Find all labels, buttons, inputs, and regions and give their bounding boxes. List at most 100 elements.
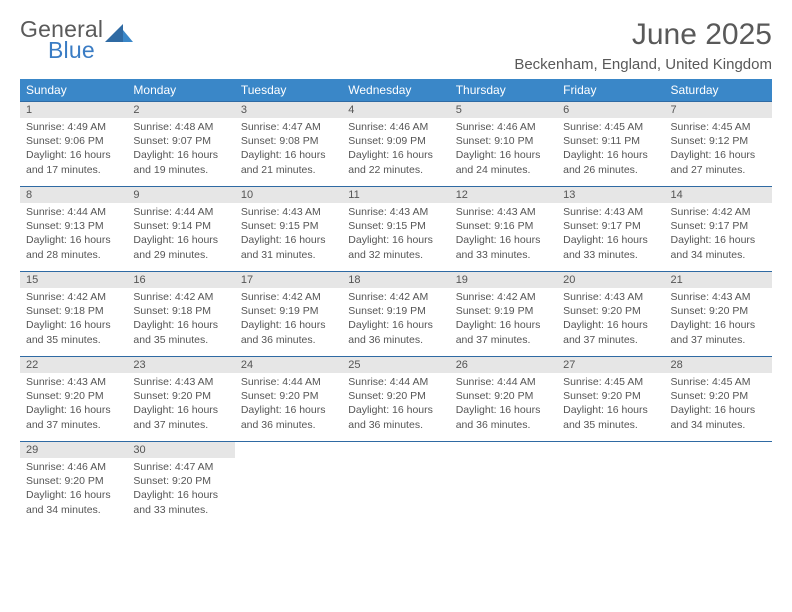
day-details: Sunrise: 4:48 AMSunset: 9:07 PMDaylight:… [127,118,234,183]
day-number: 9 [127,187,234,203]
calendar-day: 29Sunrise: 4:46 AMSunset: 9:20 PMDayligh… [20,442,127,526]
page-subtitle: Beckenham, England, United Kingdom [514,56,772,73]
calendar-day [450,442,557,526]
calendar-week: 29Sunrise: 4:46 AMSunset: 9:20 PMDayligh… [20,441,772,526]
logo-word-blue: Blue [20,39,103,62]
calendar-week: 8Sunrise: 4:44 AMSunset: 9:13 PMDaylight… [20,186,772,271]
calendar-week: 22Sunrise: 4:43 AMSunset: 9:20 PMDayligh… [20,356,772,441]
day-details: Sunrise: 4:46 AMSunset: 9:09 PMDaylight:… [342,118,449,183]
day-number: 5 [450,102,557,118]
day-details: Sunrise: 4:47 AMSunset: 9:20 PMDaylight:… [127,458,234,523]
page-title: June 2025 [514,18,772,52]
weekday-header: Friday [557,79,664,101]
day-number: 17 [235,272,342,288]
logo: General Blue [20,18,133,62]
day-details: Sunrise: 4:44 AMSunset: 9:14 PMDaylight:… [127,203,234,268]
weekday-header: Wednesday [342,79,449,101]
calendar: Sunday Monday Tuesday Wednesday Thursday… [20,79,772,526]
day-number: 23 [127,357,234,373]
day-number: 22 [20,357,127,373]
calendar-day: 4Sunrise: 4:46 AMSunset: 9:09 PMDaylight… [342,102,449,186]
day-number: 30 [127,442,234,458]
weeks-container: 1Sunrise: 4:49 AMSunset: 9:06 PMDaylight… [20,101,772,526]
day-number: 28 [665,357,772,373]
day-number: 21 [665,272,772,288]
calendar-day: 14Sunrise: 4:42 AMSunset: 9:17 PMDayligh… [665,187,772,271]
calendar-week: 15Sunrise: 4:42 AMSunset: 9:18 PMDayligh… [20,271,772,356]
calendar-day: 10Sunrise: 4:43 AMSunset: 9:15 PMDayligh… [235,187,342,271]
day-number: 25 [342,357,449,373]
title-block: June 2025 Beckenham, England, United Kin… [514,18,772,73]
day-details: Sunrise: 4:43 AMSunset: 9:16 PMDaylight:… [450,203,557,268]
calendar-day: 6Sunrise: 4:45 AMSunset: 9:11 PMDaylight… [557,102,664,186]
day-details: Sunrise: 4:47 AMSunset: 9:08 PMDaylight:… [235,118,342,183]
calendar-day: 17Sunrise: 4:42 AMSunset: 9:19 PMDayligh… [235,272,342,356]
calendar-day: 22Sunrise: 4:43 AMSunset: 9:20 PMDayligh… [20,357,127,441]
day-number: 29 [20,442,127,458]
day-number: 7 [665,102,772,118]
day-details: Sunrise: 4:49 AMSunset: 9:06 PMDaylight:… [20,118,127,183]
day-number: 16 [127,272,234,288]
calendar-day: 18Sunrise: 4:42 AMSunset: 9:19 PMDayligh… [342,272,449,356]
day-number: 4 [342,102,449,118]
calendar-day: 30Sunrise: 4:47 AMSunset: 9:20 PMDayligh… [127,442,234,526]
calendar-day [342,442,449,526]
calendar-day: 9Sunrise: 4:44 AMSunset: 9:14 PMDaylight… [127,187,234,271]
day-number: 6 [557,102,664,118]
calendar-day [557,442,664,526]
calendar-day: 7Sunrise: 4:45 AMSunset: 9:12 PMDaylight… [665,102,772,186]
day-details: Sunrise: 4:43 AMSunset: 9:17 PMDaylight:… [557,203,664,268]
day-details: Sunrise: 4:45 AMSunset: 9:11 PMDaylight:… [557,118,664,183]
day-details: Sunrise: 4:43 AMSunset: 9:15 PMDaylight:… [235,203,342,268]
calendar-day: 16Sunrise: 4:42 AMSunset: 9:18 PMDayligh… [127,272,234,356]
day-number: 15 [20,272,127,288]
day-details: Sunrise: 4:42 AMSunset: 9:19 PMDaylight:… [450,288,557,353]
logo-text: General Blue [20,18,103,62]
day-number: 14 [665,187,772,203]
day-number: 18 [342,272,449,288]
day-details: Sunrise: 4:43 AMSunset: 9:15 PMDaylight:… [342,203,449,268]
day-details: Sunrise: 4:43 AMSunset: 9:20 PMDaylight:… [557,288,664,353]
calendar-day: 15Sunrise: 4:42 AMSunset: 9:18 PMDayligh… [20,272,127,356]
day-number: 26 [450,357,557,373]
day-details: Sunrise: 4:46 AMSunset: 9:20 PMDaylight:… [20,458,127,523]
calendar-week: 1Sunrise: 4:49 AMSunset: 9:06 PMDaylight… [20,101,772,186]
calendar-day [235,442,342,526]
logo-triangle-icon [105,20,133,42]
calendar-day: 19Sunrise: 4:42 AMSunset: 9:19 PMDayligh… [450,272,557,356]
day-number: 24 [235,357,342,373]
day-details: Sunrise: 4:45 AMSunset: 9:20 PMDaylight:… [557,373,664,438]
weekday-header: Thursday [450,79,557,101]
weekday-header-row: Sunday Monday Tuesday Wednesday Thursday… [20,79,772,101]
day-details: Sunrise: 4:46 AMSunset: 9:10 PMDaylight:… [450,118,557,183]
day-details: Sunrise: 4:43 AMSunset: 9:20 PMDaylight:… [20,373,127,438]
day-details: Sunrise: 4:42 AMSunset: 9:19 PMDaylight:… [342,288,449,353]
calendar-day: 11Sunrise: 4:43 AMSunset: 9:15 PMDayligh… [342,187,449,271]
weekday-header: Saturday [665,79,772,101]
day-number: 13 [557,187,664,203]
calendar-day: 12Sunrise: 4:43 AMSunset: 9:16 PMDayligh… [450,187,557,271]
day-number: 1 [20,102,127,118]
day-number: 20 [557,272,664,288]
day-details: Sunrise: 4:44 AMSunset: 9:20 PMDaylight:… [450,373,557,438]
day-number: 8 [20,187,127,203]
calendar-day: 25Sunrise: 4:44 AMSunset: 9:20 PMDayligh… [342,357,449,441]
day-details: Sunrise: 4:43 AMSunset: 9:20 PMDaylight:… [665,288,772,353]
calendar-day: 3Sunrise: 4:47 AMSunset: 9:08 PMDaylight… [235,102,342,186]
day-number: 19 [450,272,557,288]
header: General Blue June 2025 Beckenham, Englan… [20,18,772,73]
day-details: Sunrise: 4:43 AMSunset: 9:20 PMDaylight:… [127,373,234,438]
day-details: Sunrise: 4:45 AMSunset: 9:20 PMDaylight:… [665,373,772,438]
calendar-day [665,442,772,526]
day-details: Sunrise: 4:42 AMSunset: 9:18 PMDaylight:… [127,288,234,353]
calendar-day: 23Sunrise: 4:43 AMSunset: 9:20 PMDayligh… [127,357,234,441]
day-number: 12 [450,187,557,203]
calendar-day: 2Sunrise: 4:48 AMSunset: 9:07 PMDaylight… [127,102,234,186]
weekday-header: Monday [127,79,234,101]
weekday-header: Tuesday [235,79,342,101]
day-details: Sunrise: 4:42 AMSunset: 9:19 PMDaylight:… [235,288,342,353]
day-number: 2 [127,102,234,118]
calendar-day: 1Sunrise: 4:49 AMSunset: 9:06 PMDaylight… [20,102,127,186]
calendar-day: 27Sunrise: 4:45 AMSunset: 9:20 PMDayligh… [557,357,664,441]
day-number: 3 [235,102,342,118]
